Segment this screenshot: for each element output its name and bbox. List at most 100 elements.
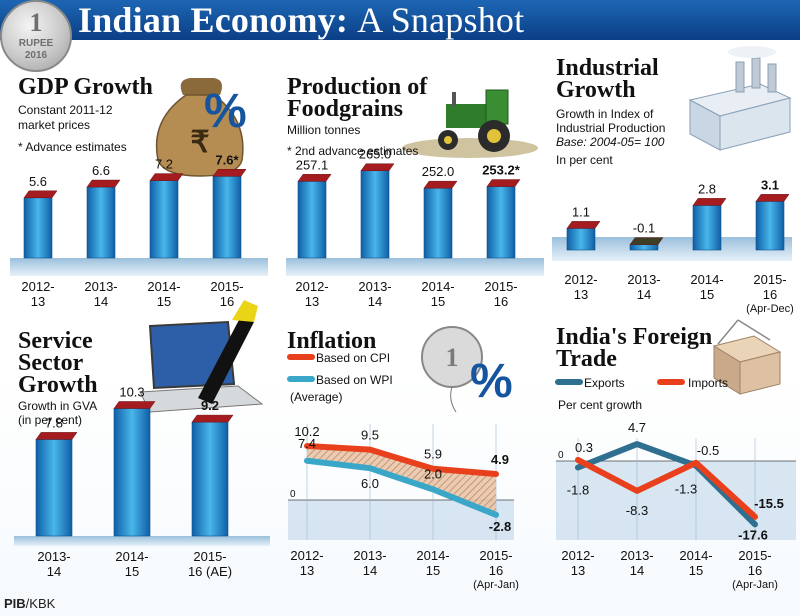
laptop-pen-icon	[139, 300, 264, 413]
service-cat-2-b: 16 (AE)	[188, 564, 232, 579]
food-cat-3-a: 2015-	[484, 279, 517, 294]
page-title: Indian Economy: A Snapshot	[78, 0, 525, 40]
inflation-series-0-label-3: 4.9	[491, 452, 509, 467]
iip-bar-2	[692, 205, 722, 251]
inflation-wpi-note: (Average)	[290, 390, 343, 404]
money-bag-icon: ₹	[155, 78, 244, 177]
iip-cat-1-a: 2013-	[627, 272, 660, 287]
gdp-bar-3	[212, 176, 242, 259]
food-value-3: 253.2*	[482, 163, 521, 178]
trade-zero-label: 0	[558, 450, 564, 461]
service-title-2: Sector	[18, 350, 84, 376]
iip-cat-2-a: 2014-	[690, 272, 723, 287]
trade-exports-label: Exports	[584, 376, 625, 390]
food-cat-3-b: 16	[494, 294, 508, 309]
gdp-bar-top-3	[212, 169, 247, 177]
iip-bar-top-1	[629, 237, 664, 245]
trade-cat-1-b: 14	[630, 563, 644, 578]
gdp-cat-1-a: 2013-	[84, 279, 117, 294]
gdp-cat-2-b: 15	[157, 294, 171, 309]
factory-icon	[688, 46, 792, 151]
iip-value-1: -0.1	[633, 221, 655, 236]
food-bar-1	[360, 170, 390, 259]
food-cat-0-a: 2012-	[295, 279, 328, 294]
trade-imports-label: Imports	[688, 376, 729, 390]
gdp-bar-top-2	[149, 173, 184, 181]
inflation-series-0-label-2: 5.9	[424, 447, 442, 462]
food-bar-top-1	[360, 163, 395, 171]
trade-cat-1-a: 2013-	[620, 548, 653, 563]
inflation-cat-1-b: 14	[363, 563, 377, 578]
gdp-cat-2-a: 2014-	[147, 279, 180, 294]
iip-bar-1	[629, 244, 659, 251]
tractor-icon	[402, 89, 538, 158]
inflation-zero-label: 0	[290, 489, 296, 500]
inflation-cat-3-a: 2015-	[479, 548, 512, 563]
food-bar-top-3	[486, 179, 521, 187]
service-bar-2	[191, 421, 229, 537]
svg-text:1: 1	[446, 343, 459, 372]
iip-value-3: 3.1	[761, 177, 779, 192]
inflation-cat-1-a: 2013-	[353, 548, 386, 563]
iip-bar-top-0	[566, 221, 601, 229]
trade-series-0-line	[575, 441, 758, 528]
iip-cat-2-b: 15	[700, 287, 714, 302]
food-sub: Million tonnes	[287, 123, 361, 137]
inflation-cpi-label: Based on CPI	[316, 351, 391, 365]
iip-bar-3	[755, 201, 785, 251]
gdp-sub-2: market prices	[18, 118, 91, 132]
trade-cat-0-b: 13	[571, 563, 585, 578]
food-note: * 2nd advance estimates	[287, 144, 419, 158]
trade-cat-2-a: 2014-	[679, 548, 712, 563]
trade-series-1-label-3: -15.5	[754, 496, 784, 511]
coin-name: RUPEE	[18, 38, 54, 49]
iip-cat-1-b: 14	[637, 287, 651, 302]
trade-cat-0-a: 2012-	[561, 548, 594, 563]
rupee-balloon-icon: 1	[421, 326, 483, 413]
industry-sub-1: Growth in Index of	[556, 107, 654, 121]
iip-cat-0-b: 13	[574, 287, 588, 302]
food-value-0: 257.1	[296, 157, 329, 172]
trade-sub: Per cent growth	[558, 398, 643, 412]
trade-title-1: India's Foreign	[556, 324, 713, 350]
industry-title-1: Industrial	[556, 55, 659, 81]
gdp-bar-top-1	[86, 179, 121, 188]
trade-series-0-label-2: -1.3	[675, 482, 697, 497]
gdp-bar-2	[149, 180, 179, 259]
gdp-value-3: 7.6*	[215, 152, 239, 167]
service-value-1: 10.3	[119, 384, 144, 399]
service-value-2: 9.2	[201, 398, 219, 413]
service-cat-1-a: 2014-	[115, 549, 148, 564]
gdp-cat-3-a: 2015-	[210, 279, 243, 294]
food-cat-0-b: 13	[305, 294, 319, 309]
food-floor	[286, 258, 544, 276]
inflation-cat-3-b: 16	[489, 563, 503, 578]
food-bar-3	[486, 186, 516, 259]
cargo-crate-icon	[712, 319, 782, 395]
title-banner: Indian Economy: A Snapshot	[0, 0, 800, 40]
food-bar-0	[297, 181, 327, 259]
trade-series-0-label-3: -17.6	[738, 527, 768, 542]
inflation-series-1-label-2: 2.0	[424, 466, 442, 481]
inflation-series-0-line	[304, 442, 499, 478]
service-title-1: Service	[18, 328, 93, 354]
percent-icon-inflation: %	[470, 355, 513, 408]
iip-bar-0	[566, 228, 596, 251]
service-sub-1: Growth in GVA	[18, 399, 98, 413]
industry-sub-2: Industrial Production	[556, 121, 666, 135]
rupee-coin-icon: 1 RUPEE 2016	[0, 0, 72, 72]
service-bar-top-0	[35, 432, 78, 440]
iip-bar-top-3	[755, 194, 790, 202]
gdp-cat-3-b: 16	[220, 294, 234, 309]
food-title-2: Foodgrains	[287, 96, 404, 122]
inflation-cat-2-b: 15	[426, 563, 440, 578]
inflation-series-0-label-0: 10.2	[294, 424, 319, 439]
service-bar-top-1	[113, 401, 156, 409]
gdp-note: * Advance estimates	[18, 140, 127, 154]
service-title-3: Growth	[18, 372, 98, 398]
iip-value-0: 1.1	[572, 204, 590, 219]
trade-title-2: Trade	[556, 346, 617, 372]
food-cat-2-b: 15	[431, 294, 445, 309]
gdp-floor	[10, 258, 268, 276]
